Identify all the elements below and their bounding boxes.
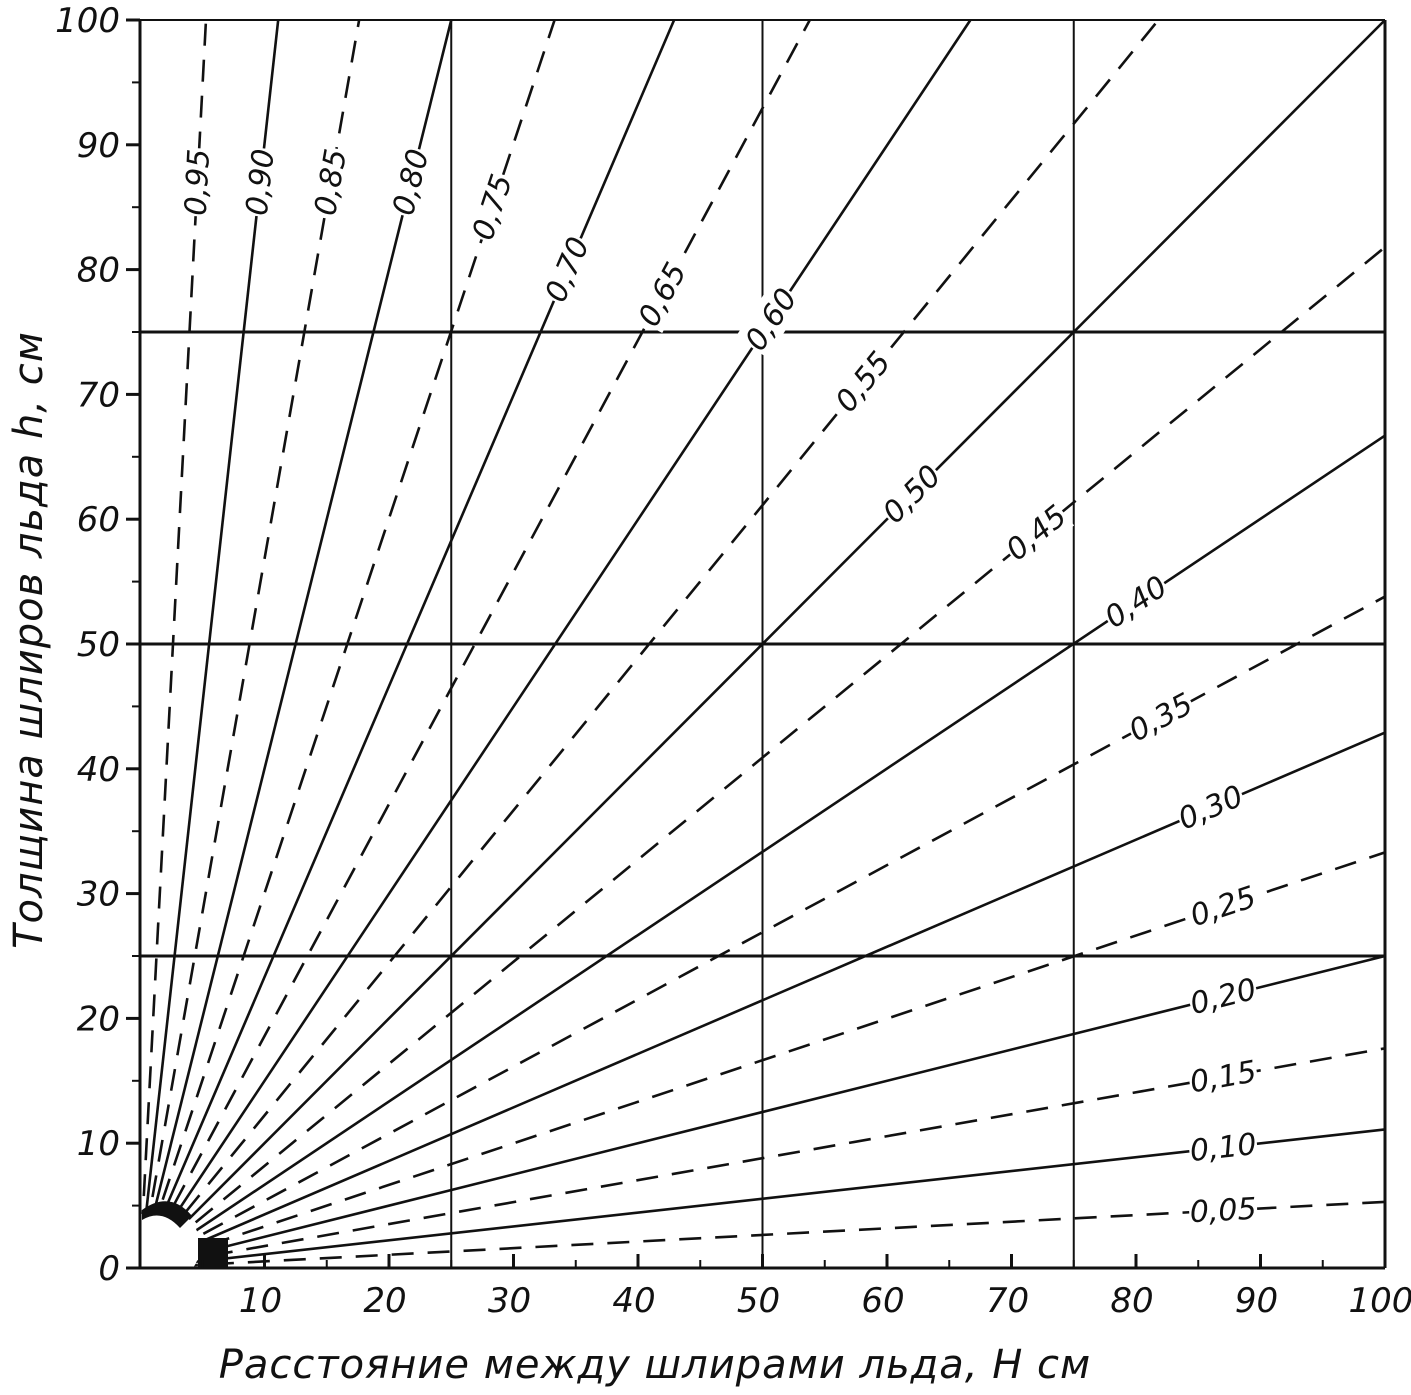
series-line-050	[139, 19, 1386, 1269]
series-label-bg-020	[1185, 968, 1261, 1023]
x-tick-label-10: 10	[239, 1281, 282, 1321]
series-label-group-010: 0,10	[1187, 1123, 1259, 1170]
series-label-bg-010	[1187, 1123, 1259, 1170]
series-line-055	[138, 19, 1160, 1269]
series-label-095: 0,95	[179, 148, 217, 217]
x-tick-label-40: 40	[612, 1281, 655, 1321]
series-label-bg-070	[535, 230, 598, 308]
x-tick-label-60: 60	[861, 1281, 904, 1321]
series-label-group-080: 0,80	[383, 144, 437, 220]
series-label-bg-050	[873, 456, 949, 532]
x-tick-label-100: 100	[1349, 1281, 1411, 1321]
series-label-group-005: 0,05	[1188, 1188, 1259, 1231]
series-line-020	[139, 954, 1386, 1270]
series-line-090	[138, 19, 280, 1269]
series-label-020: 0,20	[1187, 972, 1260, 1022]
series-label-bg-085	[305, 145, 355, 219]
x-tick-label-30: 30	[488, 1281, 531, 1321]
y-tick-label-30: 30	[77, 875, 120, 915]
series-line-030	[139, 731, 1386, 1270]
series-label-005: 0,05	[1189, 1192, 1258, 1230]
origin-blot-right	[198, 1238, 228, 1268]
series-line-070	[138, 19, 676, 1269]
series-line-065	[138, 19, 811, 1269]
series-label-group-020: 0,20	[1185, 968, 1261, 1023]
series-label-bg-055	[826, 342, 899, 420]
x-tick-label-50: 50	[737, 1281, 780, 1321]
series-line-080	[138, 19, 453, 1269]
series-label-bg-045	[997, 495, 1075, 569]
series-line-045	[139, 246, 1386, 1270]
series-label-group-070: 0,70	[535, 230, 598, 308]
y-tick-label-90: 90	[77, 126, 120, 166]
y-tick-label-70: 70	[77, 375, 120, 415]
series-label-group-095: 0,95	[175, 147, 218, 218]
series-label-group-045: 0,45	[997, 495, 1075, 569]
series-line-035	[139, 595, 1386, 1270]
series-label-bg-075	[462, 168, 521, 246]
series-label-075: 0,75	[466, 170, 520, 244]
series-label-bg-040	[1096, 566, 1175, 636]
series-line-060	[138, 19, 972, 1269]
series-label-bg-035	[1121, 683, 1200, 750]
y-tick-label-50: 50	[77, 625, 120, 665]
series-label-group-085: 0,85	[305, 145, 355, 219]
series-line-015	[139, 1047, 1386, 1270]
series-line-040	[139, 434, 1386, 1270]
series-label-group-060: 0,60	[735, 280, 805, 358]
series-label-025: 0,25	[1186, 880, 1260, 934]
series-label-group-065: 0,65	[628, 255, 695, 334]
series-line-005	[139, 1200, 1386, 1270]
series-label-group-015: 0,15	[1186, 1051, 1260, 1101]
series-line-010	[139, 1128, 1386, 1270]
series-label-090: 0,90	[240, 147, 282, 217]
y-tick-label-20: 20	[77, 999, 120, 1039]
series-label-group-075: 0,75	[462, 168, 521, 246]
series-label-group-025: 0,25	[1184, 876, 1262, 935]
x-axis-title: Расстояние между шлирами льда, Н см	[219, 1342, 1091, 1388]
x-tick-label-70: 70	[986, 1281, 1029, 1321]
series-label-010: 0,10	[1188, 1127, 1258, 1169]
y-tick-label-60: 60	[77, 500, 120, 540]
series-line-085	[138, 19, 361, 1269]
series-lines	[138, 19, 1386, 1270]
origin-blot-top	[142, 1201, 192, 1228]
series-label-bg-030	[1171, 775, 1250, 838]
series-line-095	[138, 19, 208, 1269]
series-label-bg-015	[1186, 1051, 1260, 1101]
series-label-bg-025	[1184, 876, 1262, 935]
series-label-group-030: 0,30	[1171, 775, 1250, 838]
y-tick-label-40: 40	[77, 750, 120, 790]
series-label-bg-005	[1188, 1188, 1259, 1231]
y-axis-title: Толщина шлиров льда h, см	[6, 331, 52, 949]
y-tick-label-100: 100	[55, 1, 120, 41]
y-tick-label-0: 0	[98, 1249, 120, 1289]
axis-ticks: 0 10 20 30 40 50 60 70 80 90 100 10 20 30 40 50 60 70 80 90…	[55, 1, 1411, 1321]
series-label-bg-060	[735, 280, 805, 358]
series-label-group-035: 0,35	[1121, 683, 1200, 750]
series-label-bg-065	[628, 255, 695, 334]
series-label-bg-080	[383, 144, 437, 220]
y-tick-label-10: 10	[77, 1124, 120, 1164]
series-label-group-055: 0,55	[826, 342, 899, 420]
series-label-bg-095	[175, 147, 218, 218]
series-label-group-090: 0,90	[236, 146, 282, 219]
origin-mask	[124, 1208, 200, 1284]
series-label-bg-090	[236, 146, 282, 219]
series-line-025	[139, 851, 1386, 1270]
x-tick-label-90: 90	[1235, 1281, 1278, 1321]
x-tick-label-80: 80	[1110, 1281, 1153, 1321]
series-label-080: 0,80	[386, 146, 436, 219]
y-tick-label-80: 80	[77, 251, 120, 291]
x-tick-label-20: 20	[363, 1281, 406, 1321]
series-label-group-040: 0,40	[1096, 566, 1175, 636]
